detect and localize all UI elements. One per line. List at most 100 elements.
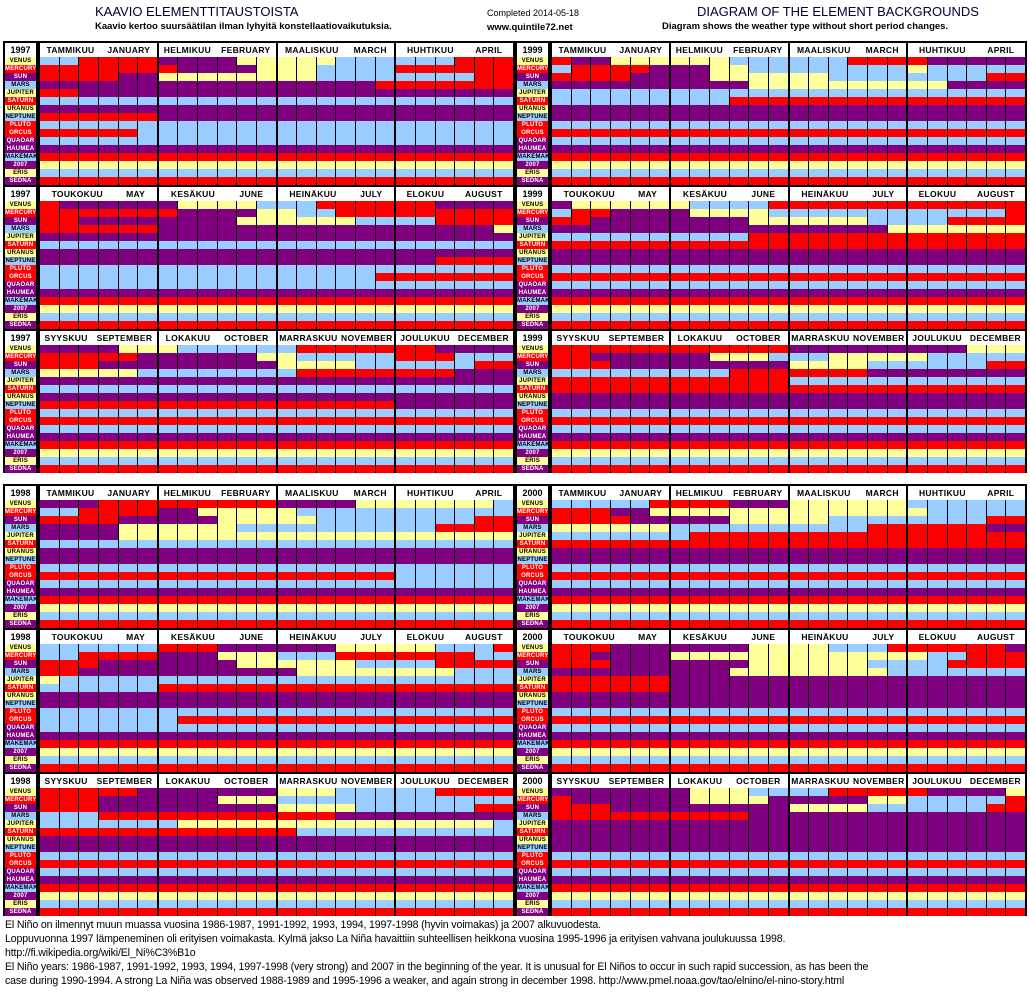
color-grid xyxy=(550,500,1025,628)
body-label: SEDNA xyxy=(5,321,36,329)
cell xyxy=(454,668,474,676)
cell xyxy=(867,113,887,121)
cell xyxy=(374,868,395,876)
cell xyxy=(296,828,316,836)
cell xyxy=(767,113,788,121)
cell xyxy=(787,281,809,289)
cell xyxy=(255,724,276,732)
cell xyxy=(787,441,809,449)
grid-row xyxy=(38,313,513,321)
body-label: SATURN xyxy=(517,97,548,105)
cell xyxy=(355,401,375,409)
cell xyxy=(985,716,1006,724)
cell xyxy=(78,836,98,844)
cell xyxy=(315,836,336,844)
cell xyxy=(374,524,395,532)
body-label: MARS xyxy=(5,668,36,676)
cell xyxy=(926,129,947,137)
cell xyxy=(946,828,967,836)
cell xyxy=(847,828,867,836)
cell xyxy=(394,425,415,433)
cell xyxy=(216,804,237,812)
cell xyxy=(787,612,809,620)
cell xyxy=(296,820,316,828)
cell xyxy=(926,740,947,748)
body-label: ERIS xyxy=(517,169,548,177)
cell xyxy=(787,796,809,804)
cell xyxy=(827,788,848,796)
cell xyxy=(236,225,256,233)
cell xyxy=(275,113,297,121)
cell xyxy=(550,385,571,393)
cell xyxy=(275,900,297,908)
cell xyxy=(394,249,415,257)
cell xyxy=(414,836,435,844)
cell xyxy=(117,425,138,433)
cell xyxy=(296,425,316,433)
cell xyxy=(1005,457,1025,465)
cell xyxy=(38,812,59,820)
cell xyxy=(985,457,1006,465)
body-label: ORCUS xyxy=(517,129,548,137)
cell xyxy=(58,81,79,89)
cell xyxy=(827,700,848,708)
cell xyxy=(867,89,887,97)
cell xyxy=(827,257,848,265)
cell xyxy=(808,57,828,65)
cell xyxy=(906,225,927,233)
cell xyxy=(550,500,571,508)
cell xyxy=(177,425,197,433)
cell xyxy=(748,201,768,209)
month-finnish: MAALISKUU xyxy=(284,45,339,55)
grid-row xyxy=(550,748,1025,756)
panel-1998: 1998 TAMMIKUU JANUARY HELMIKUU FEBRUARY MAALI… xyxy=(3,484,515,628)
cell xyxy=(156,233,178,241)
cell xyxy=(668,700,690,708)
cell xyxy=(590,129,610,137)
cell xyxy=(156,297,178,305)
cell xyxy=(550,596,571,604)
cell xyxy=(550,804,571,812)
cell xyxy=(177,892,197,900)
cell xyxy=(966,353,986,361)
cell xyxy=(886,596,907,604)
cell xyxy=(454,572,474,580)
month-finnish: MAALISKUU xyxy=(284,488,339,498)
cell xyxy=(649,844,669,852)
cell xyxy=(296,233,316,241)
cell xyxy=(629,369,650,377)
month-english: APRIL xyxy=(987,488,1015,498)
cell xyxy=(374,756,395,764)
cell xyxy=(216,465,237,473)
body-label: MERCURY xyxy=(517,796,548,804)
cell xyxy=(985,281,1006,289)
cell xyxy=(38,121,59,129)
cell xyxy=(570,644,591,652)
cell xyxy=(767,812,788,820)
cell xyxy=(335,257,355,265)
cell xyxy=(315,97,336,105)
cell xyxy=(847,393,867,401)
cell xyxy=(275,241,297,249)
cell xyxy=(629,644,650,652)
cell xyxy=(137,652,157,660)
cell xyxy=(966,377,986,385)
body-labels: VENUS MERCURY SUN MARS JUPITER SATURN URANUS NE… xyxy=(5,345,36,473)
cell xyxy=(1005,105,1025,113)
cell xyxy=(787,105,809,113)
cell xyxy=(966,105,986,113)
cell xyxy=(275,828,297,836)
cell xyxy=(767,724,788,732)
cell xyxy=(414,812,435,820)
cell xyxy=(728,724,749,732)
cell xyxy=(414,860,435,868)
cell xyxy=(156,764,178,772)
cell xyxy=(867,604,887,612)
cell xyxy=(78,177,98,185)
grid-row xyxy=(38,433,513,441)
cell xyxy=(728,105,749,113)
cell xyxy=(590,708,610,716)
cell xyxy=(335,892,355,900)
cell xyxy=(97,113,118,121)
cell xyxy=(570,209,591,217)
